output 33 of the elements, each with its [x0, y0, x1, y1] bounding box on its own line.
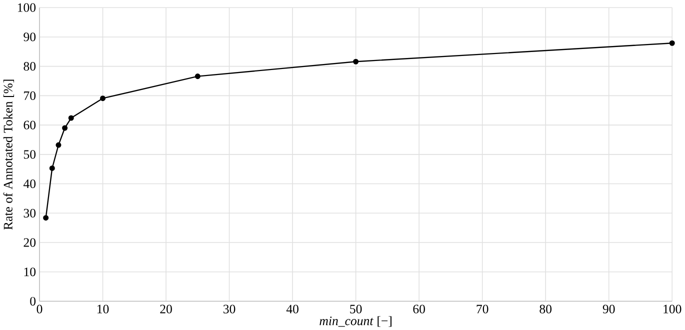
y-tick-label: 40 — [23, 179, 36, 188]
y-tick-label: 100 — [18, 3, 36, 12]
point — [100, 96, 106, 102]
y-tick-label: 0 — [30, 296, 36, 306]
x-axis-title: min_count [−] — [320, 316, 392, 327]
point — [43, 215, 49, 221]
x-tick-label: 30 — [224, 304, 236, 314]
point — [353, 58, 359, 64]
x-tick-label: 90 — [602, 304, 615, 314]
point — [56, 142, 62, 148]
point — [194, 74, 200, 80]
x-tick-label: 100 — [664, 304, 682, 314]
y-tick-label: 10 — [24, 268, 36, 276]
x-tick-label: 50 — [350, 304, 362, 314]
y-tick-label: 80 — [24, 62, 36, 71]
point — [669, 40, 675, 46]
x-tick-label: 60 — [413, 304, 425, 314]
x-tick-label: 20 — [160, 304, 172, 314]
x-tick-label: 40 — [286, 304, 298, 314]
point — [49, 165, 55, 171]
point — [62, 125, 68, 131]
y-tick-label: 70 — [24, 91, 36, 100]
y-tick-label: 60 — [24, 120, 36, 130]
y-tick-label: 30 — [24, 208, 36, 218]
y-tick-label: 20 — [24, 238, 36, 247]
x-tick-label: 80 — [540, 304, 552, 314]
x-tick-label: 0 — [36, 304, 42, 314]
y-tick-label: 50 — [24, 150, 36, 159]
y-tick-label: 90 — [24, 32, 36, 42]
x-tick-label: 10 — [97, 304, 109, 314]
x-tick-label: 70 — [476, 304, 488, 314]
y-axis-title: Rate of Annotated Token [%] — [3, 80, 14, 230]
point — [68, 115, 74, 121]
